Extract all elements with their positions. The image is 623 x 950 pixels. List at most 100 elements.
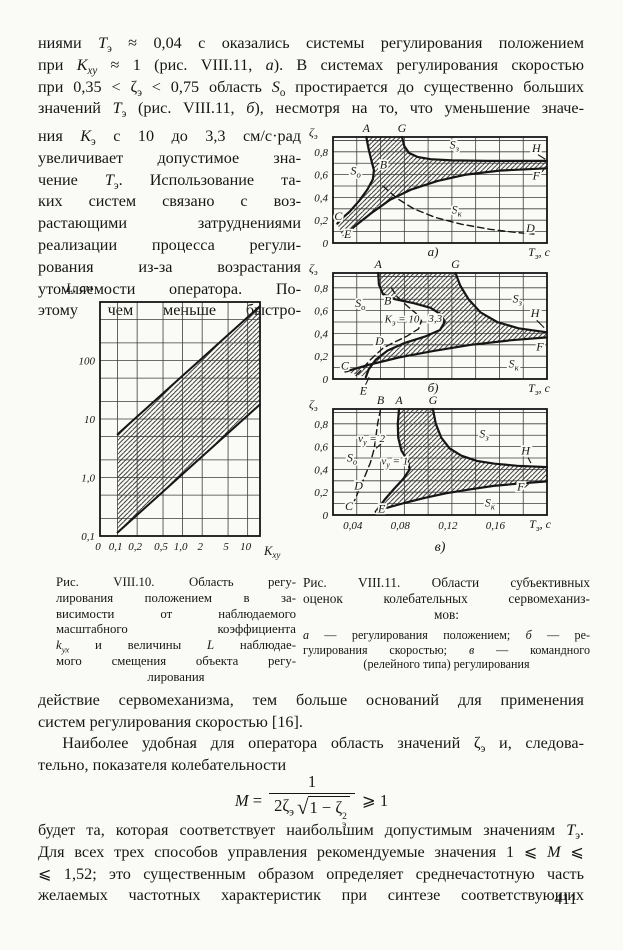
svg-text:F: F xyxy=(516,480,525,494)
svg-text:Тэ, с: Тэ, с xyxy=(528,381,551,396)
svg-text:Sз: Sз xyxy=(479,427,489,443)
svg-text:B: B xyxy=(380,157,388,171)
svg-text:Sо: Sо xyxy=(347,450,358,466)
svg-text:A: A xyxy=(394,396,403,407)
svg-text:F: F xyxy=(532,169,541,183)
svg-text:100: 100 xyxy=(79,356,96,368)
figure-viii-10: 0,1 1,0 10 100 0 0,1 0,2 0,5 1,0 2 5 10 L, см Kху xyxy=(50,278,302,569)
svg-text:Тэ, с: Тэ, с xyxy=(528,245,551,260)
svg-text:0,4: 0,4 xyxy=(314,464,328,476)
svg-text:Sо: Sо xyxy=(350,164,361,180)
svg-text:Sз: Sз xyxy=(513,292,523,308)
svg-text:A: A xyxy=(362,124,371,135)
svg-text:Sк: Sк xyxy=(452,202,463,218)
svg-text:Тэ, с: Тэ, с xyxy=(529,517,552,533)
svg-text:H: H xyxy=(531,141,542,155)
svg-text:E: E xyxy=(377,502,386,516)
svg-text:F: F xyxy=(535,340,544,354)
formula-numerator: 1 xyxy=(307,772,317,791)
svg-text:Kху: Kху xyxy=(263,544,280,560)
paragraph-servo: действие сервомеханизма, тем больше осно… xyxy=(38,691,584,731)
caption-viii-10: Рис. VIII.10. Область регу-лирования пол… xyxy=(56,575,296,684)
svg-text:1,0: 1,0 xyxy=(174,541,188,553)
svg-text:а): а) xyxy=(428,244,439,259)
formula-rhs: ⩾ 1 xyxy=(361,790,389,810)
svg-text:0,1: 0,1 xyxy=(109,541,123,553)
svg-text:в): в) xyxy=(435,540,446,555)
caption-viii-11-legend: а — регулирования положением; б — ре-гул… xyxy=(303,628,590,672)
svg-text:0,1: 0,1 xyxy=(81,531,95,543)
svg-text:0,2: 0,2 xyxy=(314,487,328,499)
svg-text:0,04: 0,04 xyxy=(343,520,363,532)
caption-viii-11-title: Рис. VIII.11. Области субъективных оценок… xyxy=(303,575,590,622)
svg-text:0: 0 xyxy=(323,374,329,386)
svg-text:0,16: 0,16 xyxy=(486,520,506,532)
svg-text:G: G xyxy=(398,124,407,135)
svg-text:A: A xyxy=(374,260,383,271)
svg-text:0,6: 0,6 xyxy=(314,170,328,182)
svg-text:0,8: 0,8 xyxy=(314,419,328,431)
svg-text:1,0: 1,0 xyxy=(81,473,95,485)
svg-text:Sк: Sк xyxy=(485,496,496,512)
svg-text:3,3: 3,3 xyxy=(427,313,442,325)
svg-text:D: D xyxy=(353,478,363,492)
svg-text:Sк: Sк xyxy=(509,357,520,373)
svg-text:10: 10 xyxy=(84,414,96,426)
svg-text:ζэ: ζэ xyxy=(309,125,318,141)
svg-text:ζэ: ζэ xyxy=(309,397,318,413)
figure-viii-11-panel-b: 0 0,2 0,4 0,6 0,8 A G Sо B Кэ = 10 3,3 Sз H F Sк C D Eζэ б… xyxy=(309,260,551,396)
top-paragraph: ниями Тэ ≈ 0,04 с оказались системы регу… xyxy=(38,34,585,121)
svg-text:0,8: 0,8 xyxy=(314,147,328,159)
svg-text:E: E xyxy=(343,227,352,241)
svg-text:Sо: Sо xyxy=(355,296,366,312)
paragraph-final: будет та, которая соответствует наибольш… xyxy=(38,821,584,905)
svg-text:G: G xyxy=(429,396,438,407)
svg-text:0,5: 0,5 xyxy=(154,541,168,553)
caption-viii-11: Рис. VIII.11. Области субъективных оценок… xyxy=(303,575,590,672)
svg-text:0,12: 0,12 xyxy=(438,520,458,532)
wrap-paragraph: ния Kэ с 10 до 3,3 см/с·рад увеличивает д… xyxy=(38,127,301,320)
svg-text:б): б) xyxy=(428,380,439,395)
svg-text:H: H xyxy=(530,306,541,320)
svg-text:C: C xyxy=(334,209,343,223)
svg-text:0,2: 0,2 xyxy=(314,215,328,227)
svg-text:D: D xyxy=(525,221,535,235)
svg-text:B: B xyxy=(377,396,385,407)
svg-text:G: G xyxy=(451,260,460,271)
svg-text:0: 0 xyxy=(323,510,329,522)
svg-text:H: H xyxy=(520,444,531,458)
svg-text:vу = 1: vу = 1 xyxy=(381,455,408,469)
svg-text:0: 0 xyxy=(95,541,101,553)
svg-text:D: D xyxy=(374,334,384,348)
svg-text:Sз: Sз xyxy=(450,137,460,153)
paragraph-oscillation: Наиболее удобная для оператора область з… xyxy=(38,734,584,774)
svg-text:0,6: 0,6 xyxy=(314,442,328,454)
svg-text:ζэ: ζэ xyxy=(309,261,318,277)
svg-text:0,4: 0,4 xyxy=(314,192,328,204)
svg-text:0: 0 xyxy=(323,238,329,250)
svg-text:L, см: L, см xyxy=(65,281,93,295)
page-number: 411 xyxy=(554,891,577,908)
formula-lhs: М = xyxy=(234,790,263,810)
svg-text:E: E xyxy=(359,383,368,396)
svg-text:Кэ = 10: Кэ = 10 xyxy=(384,314,420,328)
svg-text:vу = 2: vу = 2 xyxy=(358,433,385,447)
formula-denominator-prefix: 2ζэ xyxy=(274,796,294,819)
svg-text:5: 5 xyxy=(223,541,229,553)
svg-text:0,4: 0,4 xyxy=(314,328,328,340)
radical-sign: √ xyxy=(296,795,309,819)
svg-text:C: C xyxy=(345,499,354,513)
svg-text:0,08: 0,08 xyxy=(391,520,411,532)
svg-text:2: 2 xyxy=(197,541,203,553)
svg-text:0,8: 0,8 xyxy=(314,283,328,295)
svg-text:C: C xyxy=(341,358,350,372)
svg-text:0,6: 0,6 xyxy=(314,306,328,318)
